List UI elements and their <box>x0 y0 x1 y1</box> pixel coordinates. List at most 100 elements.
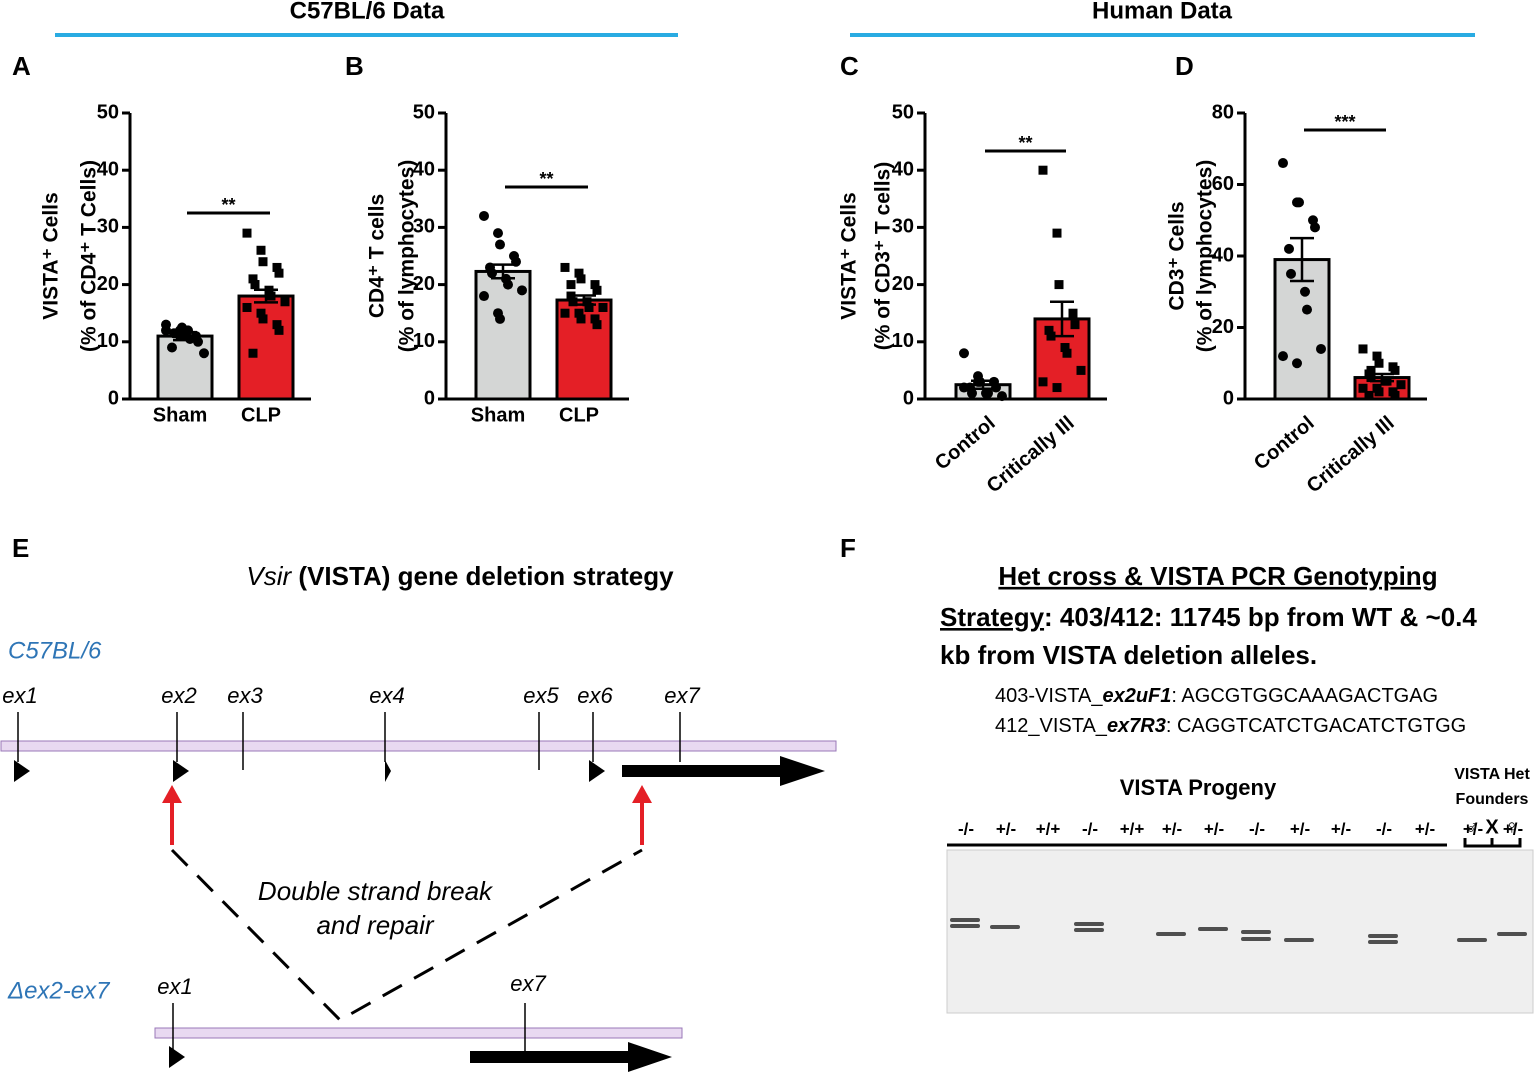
exon-label: ex4 <box>369 683 404 708</box>
exon-arrow <box>589 760 605 782</box>
data-point <box>274 325 284 335</box>
title-rest: (VISTA) gene deletion strategy <box>291 561 674 591</box>
panel-letter: B <box>345 51 364 81</box>
section-header: C57BL/6 Data <box>290 0 445 24</box>
exon-label: ex2 <box>161 683 196 708</box>
data-point <box>959 348 969 359</box>
founders-label: Founders <box>1456 791 1529 808</box>
exon-arrow <box>169 1046 185 1068</box>
strategy-text: kb from VISTA deletion alleles. <box>940 640 1317 670</box>
data-point <box>1300 286 1310 297</box>
data-point <box>167 342 177 353</box>
data-point <box>274 268 284 278</box>
data-point <box>1316 343 1326 354</box>
x-tick-label: Sham <box>153 404 207 426</box>
data-point <box>242 302 252 312</box>
data-point <box>582 297 592 307</box>
data-point <box>967 388 977 399</box>
data-point <box>1070 320 1080 330</box>
data-point <box>248 274 258 284</box>
y-axis-label: (% of CD4⁺ T Cells) <box>78 160 101 352</box>
y-axis-label: CD4⁺ T cells <box>366 194 389 318</box>
data-point <box>1302 304 1312 315</box>
y-tick-label: 80 <box>1212 101 1234 123</box>
error-bar <box>1290 236 1314 283</box>
y-axis-label: VISTA⁺ Cells <box>838 192 861 319</box>
founder-bracket <box>1463 838 1522 848</box>
x-tick-label: CLP <box>241 404 281 426</box>
data-point <box>199 348 209 359</box>
data-point <box>1068 308 1078 318</box>
data-point <box>1052 383 1062 393</box>
x-tick-label: Control <box>931 412 1000 475</box>
data-point <box>997 391 1007 402</box>
data-point <box>1366 365 1376 375</box>
primer-b: ex2uF1 <box>1102 685 1171 707</box>
primer-c: : CAGGTCATCTGACATCTGTGG <box>1166 715 1466 737</box>
data-point <box>1278 158 1288 169</box>
strategy-label: Strategy <box>940 602 1045 632</box>
x-tick-label: Sham <box>471 404 525 426</box>
progeny-label: VISTA Progeny <box>1120 775 1277 800</box>
data-point <box>1292 358 1302 369</box>
data-point <box>256 308 266 318</box>
band <box>1457 938 1487 942</box>
primer-a: 412_VISTA_ <box>995 715 1108 737</box>
data-point <box>566 291 576 301</box>
y-tick-label: 10 <box>413 330 435 352</box>
data-point <box>1038 377 1048 387</box>
data-point <box>1358 344 1368 354</box>
data-point <box>576 274 586 284</box>
band <box>1074 922 1104 926</box>
data-point <box>1052 228 1062 238</box>
gene-bar <box>154 1027 683 1039</box>
data-point <box>959 382 969 393</box>
y-tick-label: 30 <box>892 216 914 238</box>
y-axis-label: (% of lymphocytes) <box>1194 160 1217 353</box>
data-point <box>242 228 252 238</box>
title-italic: Vsir <box>246 561 292 591</box>
y-tick-label: 50 <box>413 101 435 123</box>
y-tick-label: 60 <box>1212 173 1234 195</box>
y-tick-label: 40 <box>413 158 435 180</box>
significance: ** <box>221 195 235 215</box>
y-tick-label: 50 <box>892 101 914 123</box>
x-tick-label: Critically Ill <box>983 412 1079 497</box>
panel-letter: E <box>12 533 29 563</box>
y-axis-label: (% of lymphocytes) <box>396 160 419 353</box>
bar <box>156 334 214 401</box>
lane-label: +/- <box>1331 819 1351 838</box>
y-tick-label: 0 <box>108 387 119 409</box>
exon-label: ex1 <box>157 974 192 999</box>
exons: ex1 ex2 ex3 ex4 ex5 ex6 ex7 <box>2 683 700 770</box>
data-point <box>568 297 578 307</box>
band <box>990 925 1020 929</box>
data-point <box>560 308 570 318</box>
panel-letter: A <box>12 51 31 81</box>
y-axis-label: (% of CD3⁺ T cells) <box>872 162 895 350</box>
data-point <box>503 279 513 290</box>
exon-arrow <box>173 760 189 782</box>
break-text: Double strand break <box>258 876 494 906</box>
exon-arrow <box>14 760 30 782</box>
exon-label: ex3 <box>227 683 263 708</box>
band <box>950 918 980 922</box>
data-point <box>479 210 489 221</box>
error-bar <box>1370 372 1394 383</box>
cut-arrow-head <box>162 785 182 803</box>
data-point <box>1366 373 1376 383</box>
data-point <box>1044 325 1054 335</box>
lane-label: +/- <box>996 819 1016 838</box>
lane-label: -/- <box>1249 819 1265 838</box>
repair-line <box>170 848 643 1022</box>
data-point <box>1294 197 1304 208</box>
y-axis-label: VISTA⁺ Cells <box>40 192 63 319</box>
primer-a: 403-VISTA_ <box>995 685 1103 707</box>
primer: 412_VISTA_ex7R3: CAGGTCATCTGACATCTGTGG <box>995 715 1466 737</box>
data-point <box>590 280 600 290</box>
data-point <box>256 245 266 255</box>
exon-arrow <box>622 756 825 786</box>
exon-label: ex7 <box>664 683 700 708</box>
band <box>1368 940 1398 944</box>
